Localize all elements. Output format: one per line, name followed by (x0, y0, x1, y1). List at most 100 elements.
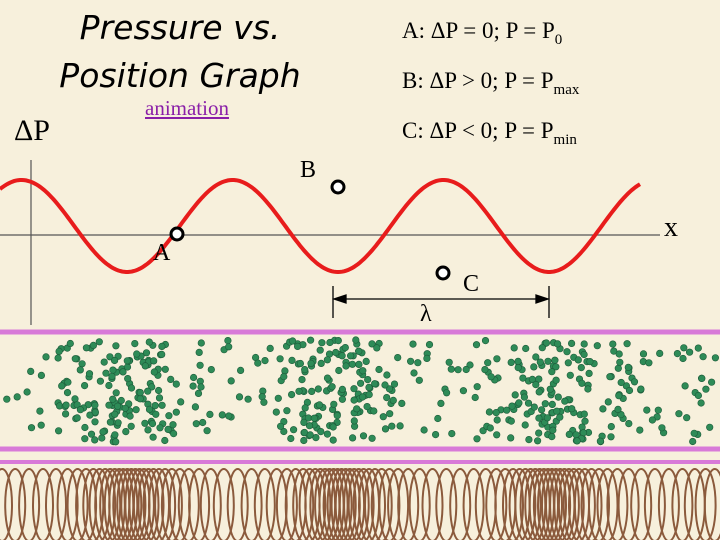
air-particle (218, 411, 226, 419)
air-particle (363, 403, 371, 411)
air-particle (111, 431, 119, 439)
air-particle (27, 367, 35, 376)
air-particle (690, 429, 698, 437)
air-particle (338, 385, 347, 394)
air-particle (409, 340, 417, 348)
air-particle (448, 430, 456, 438)
air-particle (108, 372, 116, 381)
spring-coil (657, 468, 680, 540)
air-particle (150, 357, 158, 365)
spring-coil (142, 468, 165, 540)
air-particle (54, 354, 62, 362)
spring-coil (617, 468, 640, 540)
spring-coil (573, 468, 596, 540)
air-particle (445, 358, 453, 366)
air-particle (296, 359, 305, 368)
spring-coil (364, 468, 386, 540)
air-particle (323, 374, 332, 382)
animation-link[interactable]: animation (145, 96, 229, 120)
air-particle (199, 418, 207, 427)
air-particle (362, 357, 370, 366)
air-particle (266, 344, 274, 353)
air-particle (398, 399, 406, 408)
air-particle (462, 365, 470, 374)
air-particle (106, 353, 114, 361)
air-particle (141, 362, 149, 370)
air-particle (694, 344, 702, 352)
spring-coil (485, 468, 508, 540)
air-particle (298, 376, 306, 384)
air-particle (113, 402, 122, 410)
air-particle (375, 365, 383, 374)
air-particle (383, 371, 391, 379)
air-particle (276, 355, 284, 363)
air-particle (425, 341, 434, 349)
air-particle (150, 368, 158, 376)
air-particle (543, 414, 552, 422)
air-particle (535, 429, 543, 437)
air-particle (680, 344, 688, 352)
air-particle (287, 434, 295, 443)
air-particle (207, 366, 215, 374)
air-particle (553, 407, 561, 415)
air-particle (528, 375, 537, 384)
spring-coil (378, 468, 401, 540)
air-particle (507, 434, 515, 442)
air-particle (349, 434, 357, 442)
air-particle (91, 408, 99, 416)
air-particle (165, 412, 173, 420)
air-particle (37, 421, 45, 429)
spring-coil (630, 468, 653, 540)
air-particle (96, 377, 104, 385)
air-particle (119, 368, 127, 376)
spring-coil (435, 468, 458, 540)
air-particle (390, 380, 399, 388)
air-particle (685, 348, 694, 356)
air-particle (62, 401, 70, 409)
spring-coil (188, 468, 211, 540)
air-particle (522, 344, 530, 353)
air-particle (370, 407, 378, 415)
air-particle (105, 381, 113, 390)
air-particle (333, 412, 341, 420)
air-particle (81, 435, 89, 443)
air-particle (206, 410, 214, 419)
air-particle (105, 401, 113, 409)
air-particle (306, 431, 314, 439)
spring-coil (0, 468, 13, 540)
air-particle (136, 389, 144, 397)
air-particle (551, 356, 559, 364)
air-particle (606, 373, 614, 381)
air-particle (112, 389, 120, 397)
air-particle (152, 410, 160, 418)
air-particle (515, 399, 523, 407)
air-particle (158, 342, 166, 351)
air-particle (679, 354, 687, 363)
air-particle (493, 355, 501, 363)
air-particle (699, 353, 707, 361)
spring-coil (462, 468, 485, 540)
air-particle (487, 373, 495, 381)
page-title: Pressure vs. Position Graph (30, 4, 330, 100)
spring-coil (606, 468, 629, 540)
air-particle (151, 402, 159, 410)
air-particle (316, 346, 324, 354)
spring-coil (643, 468, 666, 540)
air-particle (357, 379, 365, 387)
spring-coil (703, 468, 720, 540)
air-particle (481, 337, 490, 345)
air-particle (203, 427, 211, 435)
air-particle (520, 393, 529, 401)
spring-coil (116, 468, 139, 540)
spring-coil (330, 468, 353, 540)
air-particle (98, 434, 106, 442)
air-particle (514, 357, 522, 366)
air-particle (503, 406, 511, 414)
air-particle (447, 365, 455, 373)
air-particle (572, 431, 580, 439)
air-particle (81, 423, 89, 432)
point-a-marker (169, 226, 185, 242)
air-particle (112, 438, 120, 446)
air-particle (563, 348, 571, 356)
air-particle (473, 435, 481, 443)
